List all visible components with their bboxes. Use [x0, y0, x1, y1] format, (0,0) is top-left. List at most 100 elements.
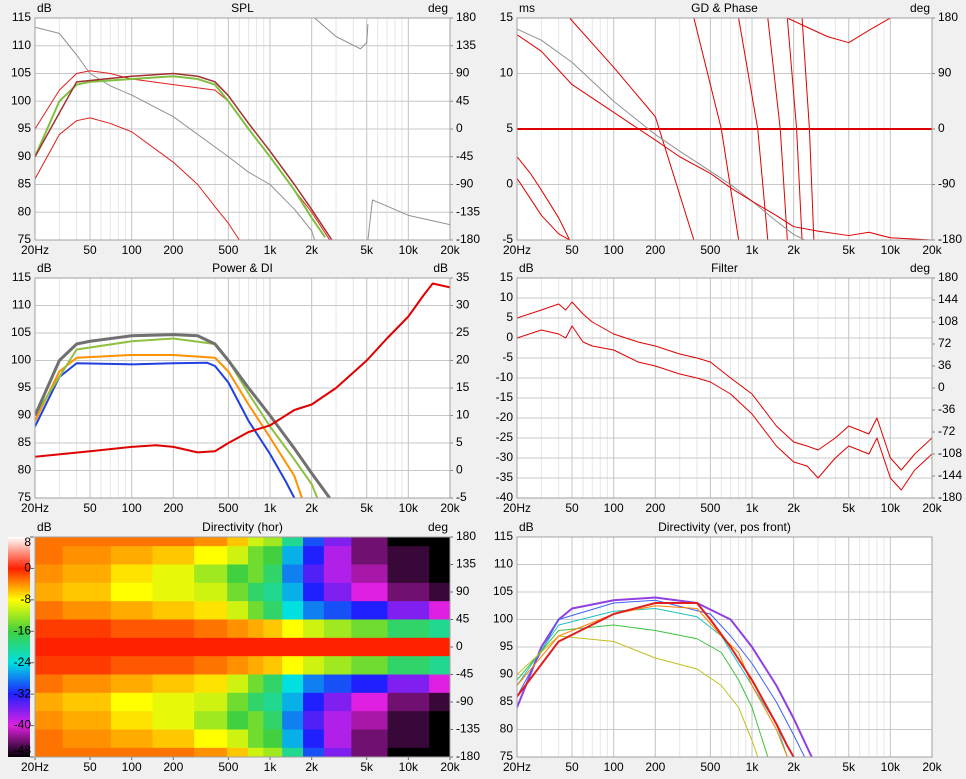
heatmap-cell — [227, 692, 249, 712]
y-tick-label: 85 — [18, 177, 32, 191]
y-tick-label: -180 — [456, 749, 480, 763]
y-tick-label: 5 — [506, 121, 513, 135]
x-tick-label: 1k — [264, 243, 278, 257]
y-tick-label: 105 — [11, 66, 31, 80]
heatmap-cell — [282, 747, 304, 757]
y2-tick-label: -90 — [456, 177, 474, 191]
series-line — [517, 301, 932, 471]
heatmap-cell — [263, 656, 283, 675]
y-tick-label: 110 — [12, 298, 31, 312]
heatmap-cell — [110, 601, 154, 620]
y-tick-label: 90 — [18, 149, 32, 163]
y2-axis-label: deg — [910, 1, 930, 15]
y2-tick-label: 180 — [938, 270, 958, 284]
x-tick-label: 20k — [440, 501, 460, 515]
heatmap-cell — [282, 729, 304, 749]
colorbar — [8, 537, 30, 757]
y2-tick-label: -36 — [938, 402, 956, 416]
heatmap-cell — [110, 692, 154, 712]
heatmap-cell — [303, 692, 325, 712]
panel: Directivity (ver, pos front) dB 20Hz 50 100 2… — [493, 520, 943, 774]
heatmap-cell — [351, 619, 389, 639]
heatmap-cell — [247, 637, 264, 657]
heatmap-cell — [351, 601, 389, 620]
heatmap-cell — [152, 564, 195, 584]
y-tick-label: 110 — [12, 38, 31, 52]
y2-tick-label: 5 — [456, 435, 463, 449]
heatmap-cell — [35, 692, 64, 712]
x-tick-label: 500 — [218, 760, 238, 774]
y-tick-label: 180 — [456, 529, 476, 543]
heatmap-cell — [35, 564, 64, 584]
y-axis-label: dB — [519, 261, 534, 275]
panel: SPL dB deg 20Hz 50 100 200 500 1k 2k 5k 10k 20k 75 80 8… — [11, 1, 480, 257]
x-tick-label: 200 — [645, 501, 665, 515]
heatmap-cell — [323, 546, 352, 565]
heatmap-cell — [303, 711, 325, 730]
y2-tick-label: 10 — [456, 408, 470, 422]
heatmap-cell — [429, 619, 450, 639]
heatmap-cell — [429, 674, 450, 694]
heatmap-cell — [62, 692, 112, 712]
heatmap-cell — [351, 637, 389, 657]
heatmap-cell — [227, 747, 249, 757]
heatmap-cell — [429, 601, 450, 620]
x-tick-label: 50 — [83, 501, 97, 515]
heatmap-cell — [110, 619, 154, 639]
colorbar-tick-label: -48 — [14, 743, 32, 757]
y-tick-label: 85 — [18, 435, 32, 449]
heatmap-cell — [323, 711, 352, 730]
y-tick-label: -25 — [496, 430, 514, 444]
x-tick-label: 2k — [787, 501, 801, 515]
heatmap-cell — [110, 564, 154, 584]
y2-tick-label: 0 — [938, 380, 945, 394]
y2-tick-label: 15 — [456, 380, 470, 394]
plot-border — [516, 277, 933, 499]
heatmap-cell — [263, 692, 283, 712]
heatmap-cell — [323, 619, 352, 639]
y2-axis-label: dB — [433, 261, 448, 275]
x-tick-label: 50 — [565, 760, 579, 774]
x-tick-label: 20Hz — [21, 501, 49, 515]
y-tick-label: 110 — [494, 557, 513, 571]
heatmap-cell — [351, 546, 389, 565]
x-tick-label: 500 — [218, 243, 238, 257]
heatmap-cell — [282, 656, 304, 675]
series-line — [35, 75, 326, 238]
heatmap-cell — [152, 692, 195, 712]
y-tick-label: 10 — [500, 66, 514, 80]
heatmap-cell — [282, 564, 304, 584]
x-tick-label: 200 — [645, 243, 665, 257]
heatmap-cell — [303, 546, 325, 565]
heatmap-cell — [323, 656, 352, 675]
heatmap-cell — [152, 637, 195, 657]
heatmap-cell — [247, 564, 264, 584]
x-tick-label: 50 — [565, 501, 579, 515]
y-tick-label: 10 — [500, 290, 514, 304]
heatmap-cell — [35, 674, 64, 694]
heatmap-cell — [263, 729, 283, 749]
heatmap-cell — [35, 582, 64, 602]
heatmap-cell — [247, 546, 264, 565]
y-tick-label: 100 — [11, 353, 31, 367]
heatmap-cell — [152, 656, 195, 675]
plot-border — [516, 17, 933, 241]
y-tick-label: 45 — [456, 612, 470, 626]
x-tick-label: 10k — [399, 501, 419, 515]
heatmap-cell — [152, 747, 195, 757]
y2-tick-label: 108 — [938, 314, 958, 328]
heatmap-cell — [387, 747, 430, 757]
x-tick-label: 100 — [122, 760, 142, 774]
heatmap-cell — [194, 601, 228, 620]
heatmap-cell — [303, 656, 325, 675]
heatmap-cell — [62, 546, 112, 565]
heatmap-cell — [429, 729, 450, 749]
heatmap-cell — [303, 747, 325, 757]
x-tick-label: 5k — [842, 243, 856, 257]
heatmap-cell — [323, 564, 352, 584]
x-tick-label: 20Hz — [21, 243, 49, 257]
y-tick-label: 5 — [506, 310, 513, 324]
heatmap-cell — [227, 546, 249, 565]
heatmap-cell — [227, 637, 249, 657]
